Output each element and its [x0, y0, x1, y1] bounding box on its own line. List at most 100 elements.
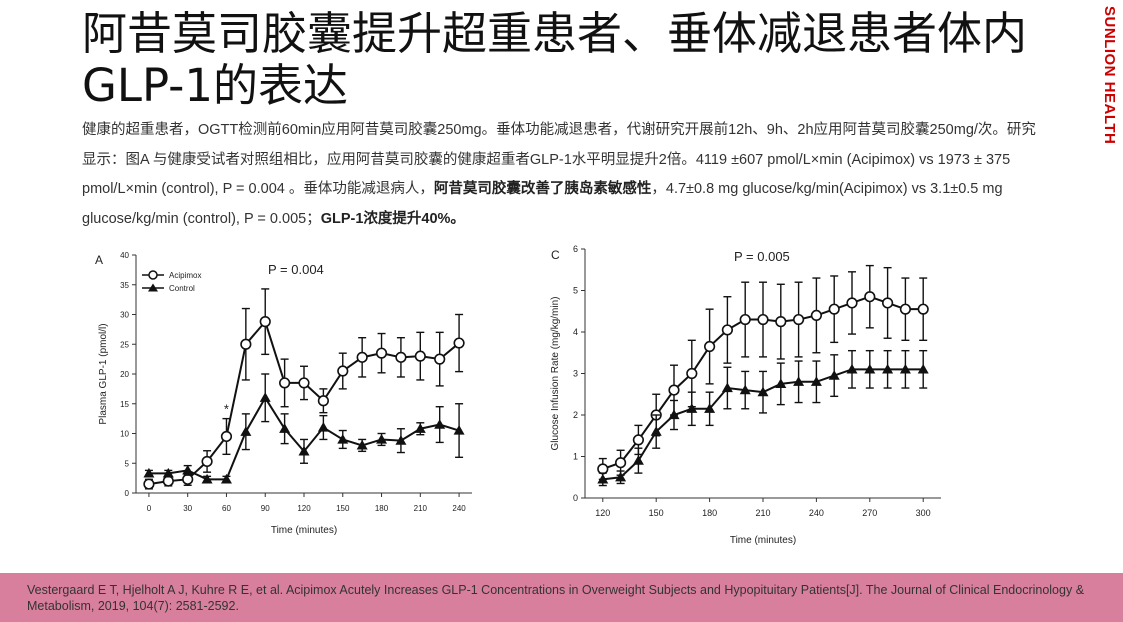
data-point-control: [376, 433, 388, 444]
description: 健康的超重患者，OGTT检测前60min应用阿昔莫司胶囊250mg。垂体功能减退…: [82, 116, 1042, 234]
data-point-acipimox: [775, 316, 787, 328]
data-point-acipimox: [846, 297, 858, 309]
brand-text: SUNLION HEALTH: [1101, 6, 1117, 144]
data-point-acipimox: [220, 430, 233, 443]
data-point-acipimox: [828, 303, 840, 315]
data-point-control: [597, 473, 609, 484]
reference-footer: Vestergaard E T, Hjelholt A J, Kuhre R E…: [0, 573, 1123, 622]
data-point-control: [434, 419, 446, 429]
data-point-control: [220, 473, 232, 484]
data-point-acipimox: [597, 463, 609, 475]
y-tick-label: 25: [120, 340, 129, 349]
chart-panel-c: 0 1 2 3 4 5 6 120 150 180 210 240 270 300 Time (minute…: [550, 244, 941, 546]
data-point-acipimox: [721, 324, 733, 336]
y-tick-label: 10: [120, 430, 129, 439]
y-tick-label: 5: [573, 286, 578, 296]
description-highlight-1: 阿昔莫司胶囊改善了胰岛素敏感性: [433, 181, 652, 197]
y-tick-label: 2: [573, 410, 578, 420]
data-point-acipimox: [298, 377, 310, 389]
data-point-control: [650, 426, 662, 436]
data-point-acipimox: [704, 340, 716, 353]
data-point-acipimox: [143, 478, 155, 490]
x-axis-label: Time (minutes): [271, 525, 337, 536]
data-point-acipimox: [810, 309, 823, 321]
data-point-control: [317, 422, 329, 432]
y-tick-label: 20: [120, 370, 129, 379]
data-point-acipimox: [917, 303, 929, 315]
data-point-control: [414, 423, 426, 433]
data-point-acipimox: [240, 338, 252, 350]
x-tick-label: 300: [916, 508, 931, 518]
data-point-acipimox: [259, 316, 271, 328]
x-tick-label: 180: [702, 508, 717, 518]
data-point-acipimox: [882, 297, 894, 309]
data-point-control: [810, 376, 822, 386]
x-tick-label: 120: [297, 504, 311, 513]
data-point-control: [757, 386, 769, 397]
data-point-control: [259, 392, 271, 402]
legend-entry: Acipimox: [169, 271, 201, 280]
x-axis-label: Time (minutes): [730, 535, 796, 546]
data-point-control: [793, 376, 805, 386]
data-point-control: [298, 445, 310, 456]
y-tick-label: 5: [125, 459, 130, 468]
data-point-control: [615, 471, 627, 482]
y-tick-label: 1: [573, 452, 578, 462]
data-point-acipimox: [899, 303, 912, 315]
data-point-control: [739, 384, 751, 395]
x-tick-label: 240: [809, 508, 824, 518]
data-point-control: [356, 439, 368, 450]
data-point-acipimox: [793, 313, 805, 326]
x-tick-label: 240: [452, 504, 466, 513]
x-tick-label: 30: [183, 504, 192, 513]
legend-marker-control: [148, 283, 158, 292]
slide-title: 阿昔莫司胶囊提升超重患者、垂体减退患者体内GLP-1的表达: [82, 7, 1028, 112]
brand-logo: SUNLION HEALTH: [1101, 6, 1117, 144]
reference-text: Vestergaard E T, Hjelholt A J, Kuhre R E…: [27, 583, 1085, 613]
data-point-acipimox: [757, 313, 769, 326]
data-point-control: [279, 423, 291, 433]
x-tick-label: 270: [862, 508, 877, 518]
chart-panel-a: 0 5 10 15 20 25 30 35 40 0 30 60 90 120 150 180 210 240 Ti…: [95, 251, 472, 536]
y-tick-label: 4: [573, 327, 578, 337]
y-tick-label: 35: [120, 281, 129, 290]
y-tick-label: 15: [120, 400, 129, 409]
x-tick-label: 210: [755, 508, 770, 518]
data-point-control: [864, 363, 876, 374]
data-point-control: [899, 363, 911, 374]
panel-label: A: [95, 253, 103, 267]
data-point-control: [882, 363, 894, 374]
x-tick-label: 150: [649, 508, 664, 518]
y-tick-label: 0: [573, 493, 578, 503]
data-point-control: [846, 363, 858, 374]
series-line-control: [148, 395, 460, 481]
p-value-annotation: P = 0.004: [268, 262, 324, 277]
data-point-control: [668, 409, 680, 420]
data-point-acipimox: [864, 291, 876, 303]
description-part-1: 健康的超重患者，OGTT检测前60min应用阿昔莫司胶囊250mg。垂体功能减退…: [82, 122, 1036, 197]
p-value-annotation: P = 0.005: [734, 249, 790, 264]
description-part-3: ，4.7±0.8 mg glucose/kg/min(Acipimox) vs …: [82, 181, 1003, 227]
data-point-control: [775, 378, 787, 388]
data-point-control: [201, 473, 213, 484]
data-point-acipimox: [414, 350, 426, 362]
data-point-control: [337, 433, 349, 444]
y-tick-label: 6: [573, 244, 578, 254]
data-point-acipimox: [201, 455, 213, 468]
x-tick-label: 0: [147, 504, 152, 513]
x-tick-label: 210: [414, 504, 428, 513]
data-point-control: [143, 467, 155, 478]
x-tick-label: 180: [375, 504, 389, 513]
data-point-acipimox: [182, 473, 194, 485]
significance-star: *: [224, 402, 229, 417]
x-tick-label: 150: [336, 504, 350, 513]
data-point-acipimox: [614, 457, 627, 469]
data-point-acipimox: [632, 434, 644, 446]
data-point-acipimox: [337, 365, 349, 377]
data-point-acipimox: [395, 351, 407, 363]
legend-marker-acipimox: [148, 270, 158, 280]
y-tick-label: 0: [125, 489, 130, 498]
data-point-control: [453, 425, 465, 435]
data-point-control: [395, 435, 407, 445]
data-point-control: [721, 382, 733, 393]
